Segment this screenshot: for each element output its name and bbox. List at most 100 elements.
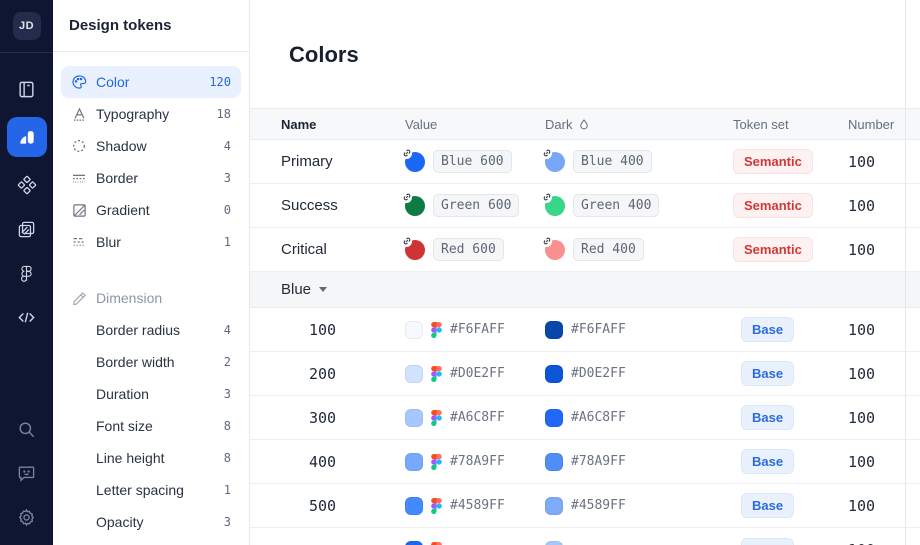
sidebar-item-shadow[interactable]: Shadow 4 [61,130,241,162]
token-alias-badge[interactable]: Blue 400 [573,150,652,173]
canvas-layers-icon[interactable] [9,211,45,247]
token-set-badge: Semantic [733,237,813,262]
column-header-token-set[interactable]: Token set [733,116,789,132]
table-row-critical[interactable]: Critical Red 600 Red 400 Semantic 100 [250,228,920,272]
avatar[interactable]: JD [12,12,41,40]
table-row[interactable]: 100 #F6FAFF #F6FAFF Base 100 [250,308,920,352]
main-content: Colors Name Value Dark Token set Number … [250,0,920,545]
token-set-badge: Base [741,493,795,518]
figma-source-icon [431,497,442,514]
sidebar-item-color[interactable]: Color 120 [61,66,241,98]
rail-divider [0,52,53,53]
color-swatch-dark [545,364,563,383]
token-set-badge: Base [741,361,795,386]
figma-source-icon [431,409,442,426]
table-row[interactable]: 300 #A6C8FF #A6C8FF Base 100 [250,396,920,440]
typography-icon [71,106,87,122]
chevron-down-icon [319,287,328,292]
alias-link-icon [401,191,412,203]
color-swatch-dark [545,408,563,427]
column-header-number[interactable]: Number [848,116,895,132]
table-row[interactable]: 500 #4589FF #4589FF Base 100 [250,484,920,528]
token-set-badge: Base [741,317,795,342]
token-set-badge: Base [741,449,795,474]
panel-divider [905,0,906,545]
sidebar: Design tokens Color 120 Typography 18 Sh… [53,0,250,545]
settings-gear-icon[interactable] [9,499,45,535]
sidebar-item-duration[interactable]: Duration 3 [96,386,231,402]
sidebar-title: Design tokens [53,0,249,52]
color-swatch-dark [545,496,563,515]
sidebar-item-count: 3 [223,171,231,185]
color-swatch-dark [545,452,563,471]
alias-link-icon [541,147,552,159]
feedback-chat-icon[interactable] [9,455,45,491]
token-alias-badge[interactable]: Green 600 [433,194,520,217]
sidebar-item-count: 120 [209,75,231,89]
sidebar-item-border[interactable]: Border 3 [61,162,241,194]
sidebar-item-label: Shadow [96,138,147,154]
column-header-dark[interactable]: Dark [545,117,733,132]
token-set-badge: Semantic [733,193,813,218]
token-alias-badge[interactable]: Red 400 [573,238,644,261]
color-swatch [401,191,425,216]
token-alias-badge[interactable]: Blue 600 [433,150,512,173]
color-swatch [405,541,423,545]
sidebar-item-gradient[interactable]: Gradient 0 [61,194,241,226]
token-type-nav: Color 120 Typography 18 Shadow 4 Border … [53,52,249,538]
figma-icon[interactable] [9,255,45,291]
color-swatch-dark [541,235,565,260]
table-row-success[interactable]: Success Green 600 Green 400 Semantic 100 [250,184,920,228]
token-alias-badge[interactable]: Red 600 [433,238,504,261]
token-set-badge: Semantic [733,149,813,174]
shadow-icon [71,138,87,154]
color-swatch [405,364,423,383]
table-row-primary[interactable]: Primary Blue 600 Blue 400 Semantic 100 [250,140,920,184]
color-swatch [401,235,425,260]
table-row[interactable]: 200 #D0E2FF #D0E2FF Base 100 [250,352,920,396]
sidebar-item-count: 18 [216,107,231,121]
table-row[interactable]: Base 100 [250,528,920,545]
alias-link-icon [401,147,412,159]
color-swatch [405,408,423,427]
sidebar-section-dimension: Dimension [61,282,241,314]
token-alias-badge[interactable]: Green 400 [573,194,660,217]
color-swatch [401,147,425,172]
sidebar-item-label: Gradient [96,202,150,218]
blur-icon [71,234,87,250]
page-title: Colors [289,42,359,67]
sidebar-item-border-width[interactable]: Border width 2 [96,354,231,370]
droplet-icon [578,118,590,131]
sidebar-item-typography[interactable]: Typography 18 [61,98,241,130]
column-header-name[interactable]: Name [281,116,317,132]
design-tokens-icon[interactable] [6,117,47,157]
code-icon[interactable] [9,299,45,335]
color-swatch-dark [541,147,565,172]
color-swatch [405,320,423,339]
sidebar-item-font-size[interactable]: Font size 8 [96,418,231,434]
sidebar-item-border-radius[interactable]: Border radius 4 [96,322,231,338]
table-row[interactable]: 400 #78A9FF #78A9FF Base 100 [250,440,920,484]
search-icon[interactable] [9,411,45,447]
sidebar-item-line-height[interactable]: Line height 8 [96,450,231,466]
docs-book-icon[interactable] [9,71,45,107]
figma-source-icon [431,542,442,545]
sidebar-item-count: 4 [223,139,231,153]
sidebar-item-label: Color [96,74,130,90]
column-header-value[interactable]: Value [405,116,438,132]
sidebar-item-opacity[interactable]: Opacity 3 [96,514,231,530]
border-icon [71,170,87,186]
nodes-icon[interactable] [9,167,45,203]
sidebar-item-letter-spacing[interactable]: Letter spacing 1 [96,482,231,498]
group-row-blue[interactable]: Blue [250,272,920,308]
sidebar-item-blur[interactable]: Blur 1 [61,226,241,258]
color-swatch [405,496,423,515]
figma-source-icon [431,365,442,382]
alias-link-icon [401,235,412,247]
color-swatch [405,452,423,471]
sidebar-item-label: Blur [96,234,121,250]
gradient-icon [71,202,87,218]
color-swatch-dark [541,191,565,216]
color-swatch-dark [545,320,563,339]
token-set-badge: Base [741,537,795,545]
